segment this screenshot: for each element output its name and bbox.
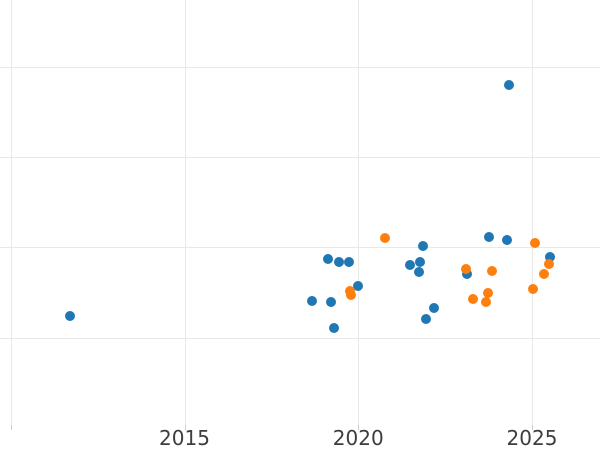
x-tick-mark-2020 bbox=[358, 424, 360, 430]
data-point-series-orange bbox=[379, 233, 390, 244]
data-point-series-blue bbox=[344, 256, 355, 267]
x-tick-label-2020: 2020 bbox=[332, 426, 384, 450]
gridline-x-2025 bbox=[532, 0, 533, 425]
data-point-series-blue bbox=[417, 240, 428, 251]
data-point-series-orange bbox=[543, 258, 554, 269]
data-point-series-orange bbox=[467, 293, 478, 304]
data-point-series-blue bbox=[421, 313, 431, 324]
data-point-series-blue bbox=[415, 256, 426, 267]
data-point-series-orange bbox=[482, 287, 493, 298]
gridline-x-2015 bbox=[184, 0, 186, 425]
gridline-x-2020 bbox=[358, 0, 360, 425]
data-point-series-blue bbox=[334, 256, 345, 267]
data-point-series-blue bbox=[307, 295, 318, 306]
x-tick-mark-2010 bbox=[10, 424, 12, 430]
data-point-series-orange bbox=[481, 296, 492, 307]
gridline-x-2010 bbox=[10, 0, 12, 425]
gridline-y-2 bbox=[0, 247, 600, 249]
data-point-series-blue bbox=[325, 297, 336, 308]
data-point-series-blue bbox=[501, 235, 512, 246]
x-tick-label-2015: 2015 bbox=[159, 426, 210, 450]
data-point-series-blue bbox=[352, 281, 363, 292]
gridline-y-4 bbox=[0, 66, 600, 68]
x-tick-mark-2015 bbox=[184, 424, 186, 430]
gridline-y-1 bbox=[0, 337, 600, 339]
x-tick-label-2025: 2025 bbox=[506, 426, 558, 450]
data-point-series-orange bbox=[345, 290, 356, 301]
data-point-series-blue bbox=[504, 79, 515, 90]
data-point-series-blue bbox=[545, 252, 556, 263]
gridline-y-3 bbox=[0, 157, 600, 158]
x-tick-mark-2025 bbox=[532, 424, 533, 430]
data-point-series-orange bbox=[460, 264, 471, 275]
data-point-series-orange bbox=[528, 283, 539, 294]
data-point-series-blue bbox=[414, 266, 425, 277]
data-point-series-orange bbox=[487, 265, 498, 276]
data-point-series-orange bbox=[530, 237, 541, 248]
data-point-series-blue bbox=[461, 269, 472, 280]
data-point-series-blue bbox=[484, 231, 495, 242]
data-point-series-blue bbox=[405, 260, 416, 271]
data-point-series-blue bbox=[64, 310, 75, 321]
data-point-series-blue bbox=[328, 322, 339, 333]
data-point-series-blue bbox=[323, 254, 334, 265]
data-point-series-blue bbox=[429, 302, 440, 313]
data-point-series-orange bbox=[538, 268, 549, 279]
